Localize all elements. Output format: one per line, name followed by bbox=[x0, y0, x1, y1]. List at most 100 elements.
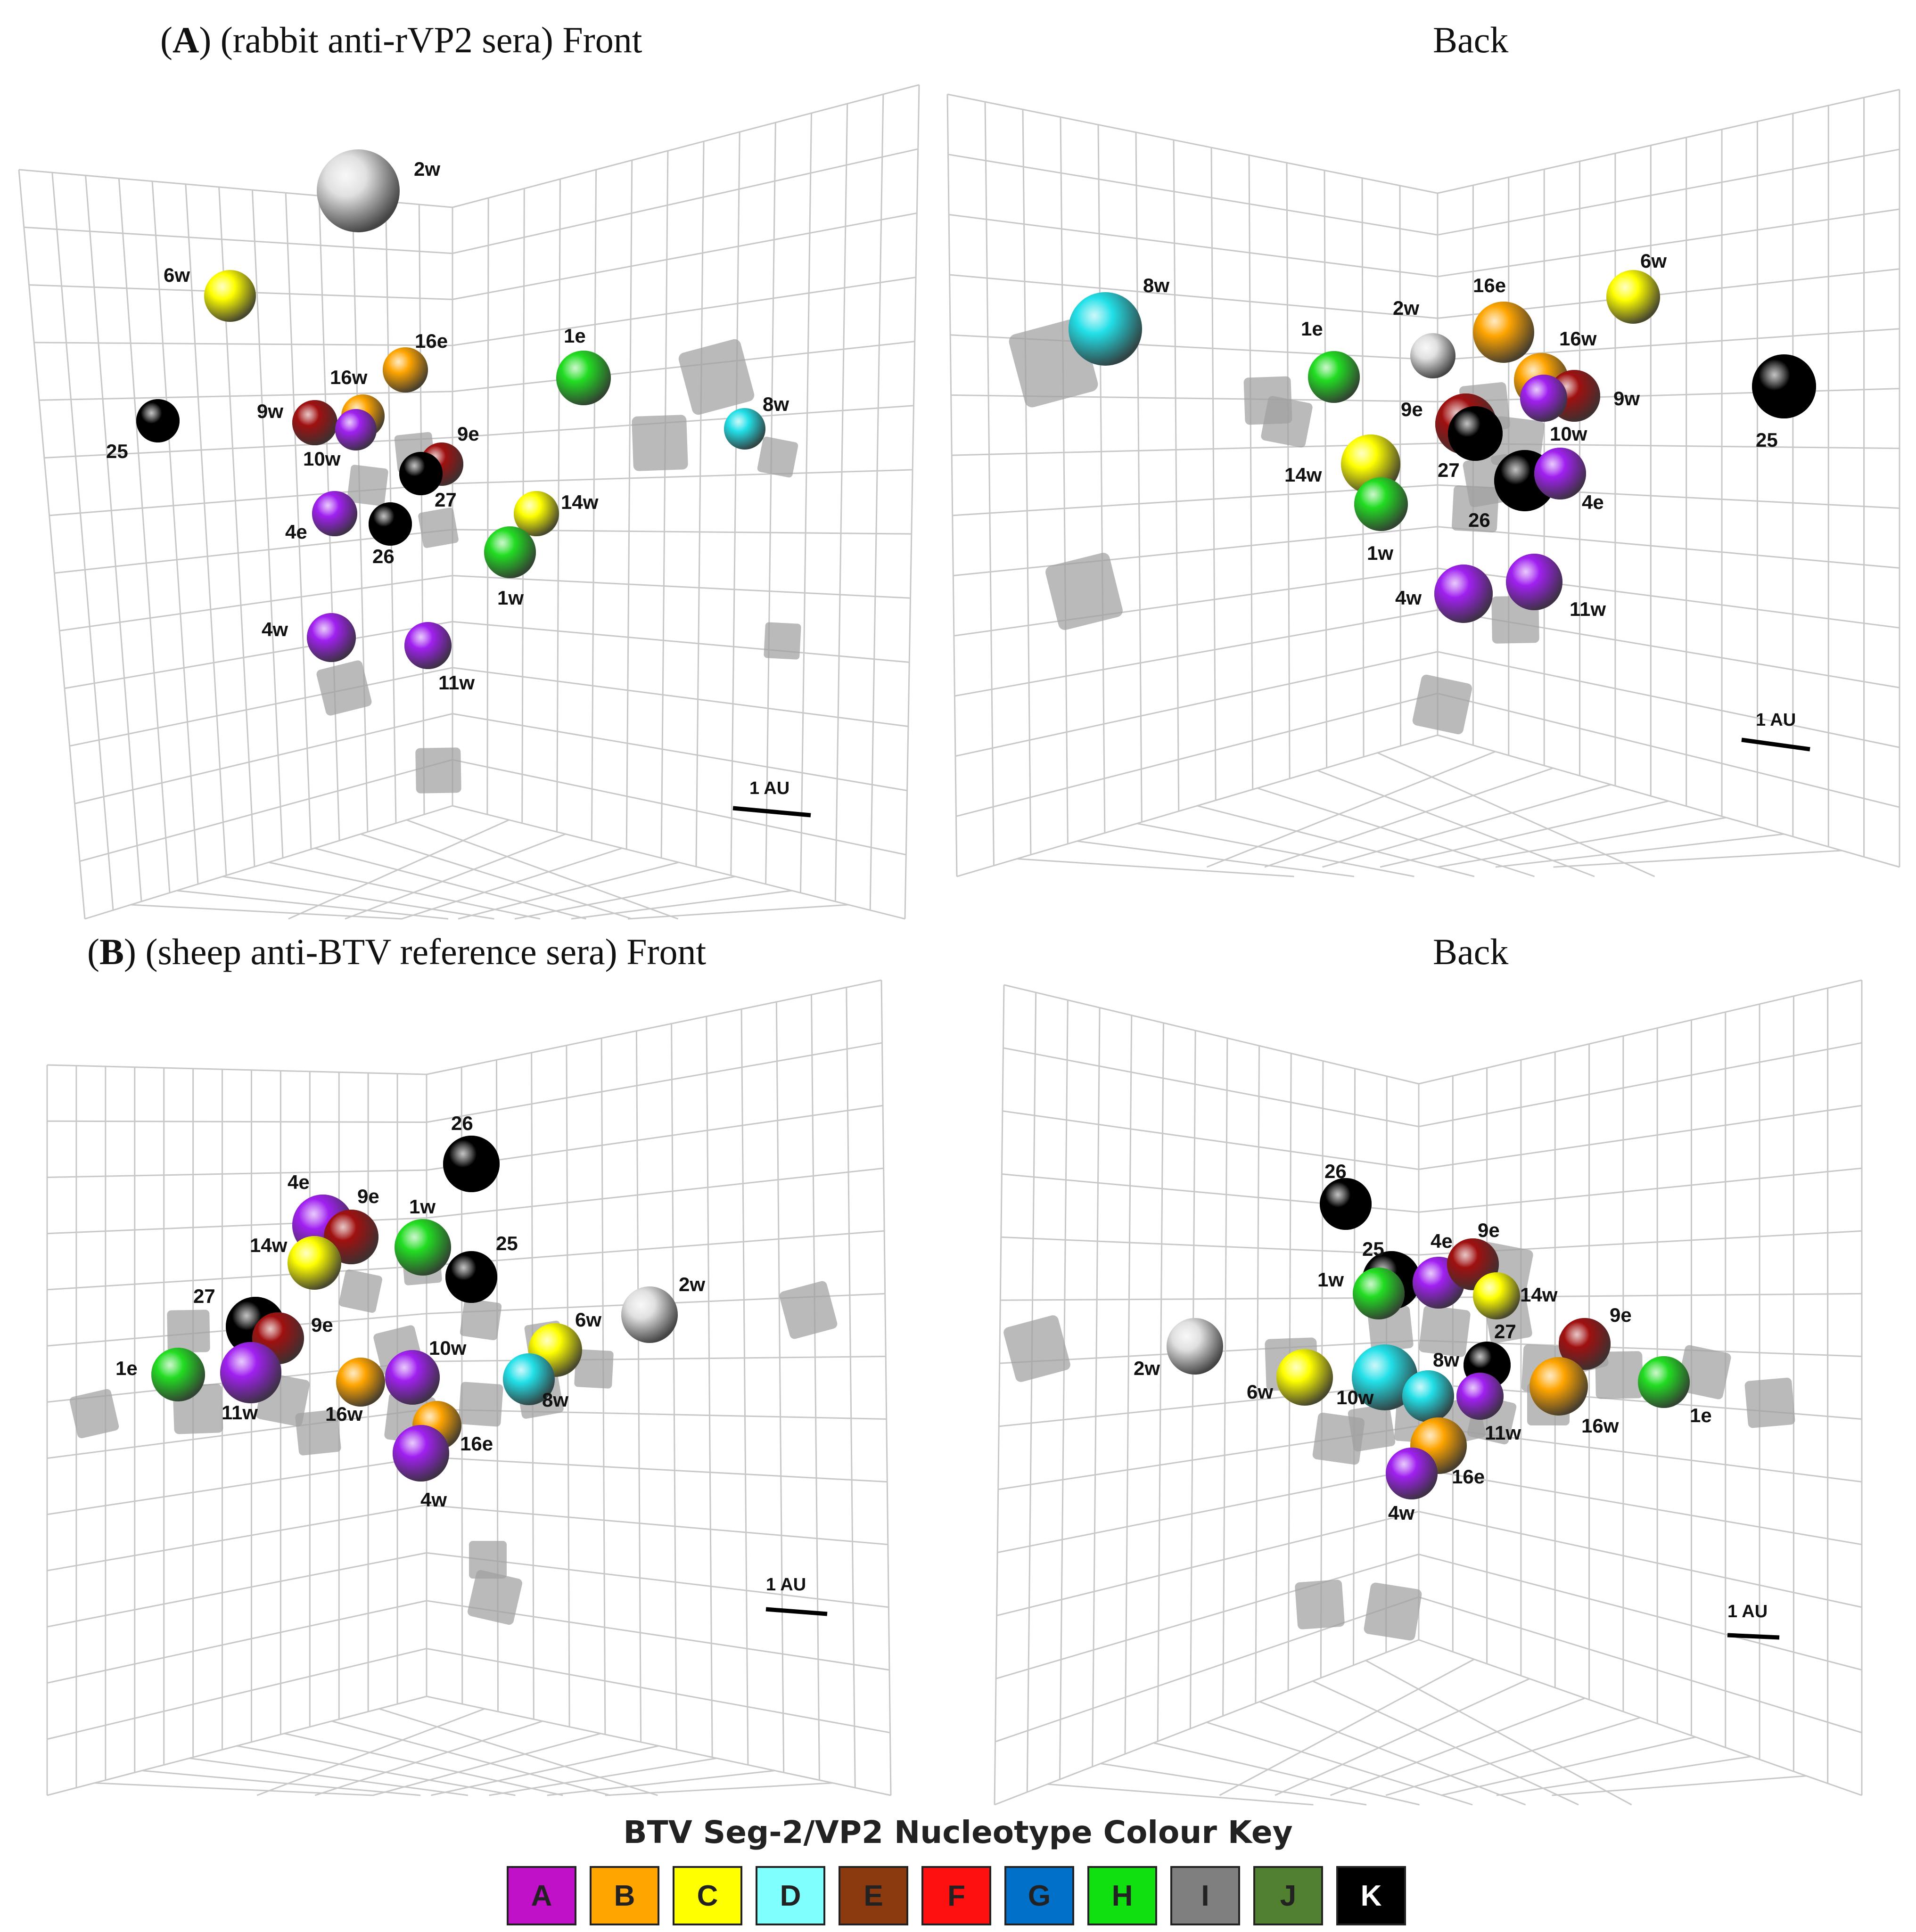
sphere-label: 9w bbox=[1613, 387, 1640, 409]
sphere-label: 8w bbox=[1143, 274, 1169, 296]
sphere-label: 2w bbox=[679, 1273, 705, 1295]
sphere-shading bbox=[1473, 302, 1534, 363]
sphere-shading bbox=[220, 1342, 281, 1403]
scale-label: 1 AU bbox=[1756, 710, 1796, 730]
reference-serum-cube bbox=[574, 1349, 614, 1389]
key-swatch-j: J bbox=[1253, 1866, 1323, 1925]
sphere-label: 1w bbox=[497, 587, 524, 609]
sphere-label: 16e bbox=[1473, 274, 1506, 296]
sphere-shading bbox=[1353, 1268, 1405, 1319]
sphere-shading bbox=[1506, 554, 1562, 610]
sphere-shading bbox=[1354, 477, 1408, 531]
reference-serum-cube bbox=[1261, 396, 1313, 448]
sphere-label: 8w bbox=[1433, 1349, 1459, 1371]
sphere-label: 25 bbox=[496, 1232, 518, 1254]
sphere-label: 9e bbox=[1610, 1304, 1632, 1326]
sphere-shading bbox=[1473, 1272, 1520, 1319]
sphere-shading bbox=[1448, 406, 1503, 461]
sphere-shading bbox=[317, 149, 400, 232]
key-swatch-c: C bbox=[673, 1866, 742, 1925]
sphere-label: 1e bbox=[1301, 318, 1323, 340]
panel-title-text: Back bbox=[1433, 931, 1509, 972]
sphere-label: 16w bbox=[1559, 327, 1597, 350]
key-swatch-e: E bbox=[839, 1866, 908, 1925]
reference-serum-cube bbox=[458, 1382, 503, 1427]
sphere-label: 25 bbox=[1362, 1238, 1384, 1260]
scale-label: 1 AU bbox=[766, 1575, 806, 1595]
sphere-shading bbox=[404, 622, 452, 669]
sphere-shading bbox=[312, 491, 357, 536]
reference-serum-cube bbox=[1295, 1580, 1345, 1629]
reference-serum-cube bbox=[1412, 674, 1472, 735]
sphere-label: 4w bbox=[420, 1489, 447, 1511]
sphere-label: 27 bbox=[193, 1285, 215, 1307]
reference-serum-cube bbox=[1003, 1315, 1070, 1382]
key-swatch-a: A bbox=[507, 1866, 576, 1925]
sphere-shading bbox=[1308, 351, 1360, 403]
sphere-label: 25 bbox=[106, 440, 128, 462]
sphere-shading bbox=[1606, 270, 1660, 324]
reference-serum-cube bbox=[764, 622, 801, 660]
sphere-label: 16e bbox=[460, 1433, 493, 1455]
sphere-label: 11w bbox=[1485, 1422, 1521, 1444]
reference-serum-cube bbox=[347, 465, 388, 506]
panel-title-text: ) (rabbit anti-rVP2 sera) Front bbox=[199, 19, 642, 60]
panel-b-front-title: (B) (sheep anti-BTV reference sera) Fron… bbox=[87, 931, 707, 972]
sphere-label: 26 bbox=[372, 545, 395, 567]
panel-title-text: ) (sheep anti-BTV reference sera) Front bbox=[124, 931, 707, 972]
sphere-shading bbox=[724, 408, 765, 450]
reference-serum-cube bbox=[632, 415, 688, 471]
sphere-label: 14w bbox=[561, 491, 599, 513]
reference-serum-cube bbox=[69, 1389, 119, 1439]
grid bbox=[18, 84, 920, 920]
reference-serum-cube bbox=[415, 747, 461, 794]
sphere-shading bbox=[383, 347, 428, 393]
sphere-label: 26 bbox=[1324, 1160, 1347, 1182]
sphere-label: 4e bbox=[1431, 1230, 1453, 1252]
sphere-label: 16e bbox=[415, 330, 448, 352]
sphere-label: 16e bbox=[1452, 1465, 1485, 1488]
sphere-shading bbox=[1530, 1357, 1588, 1416]
sphere-label: 11w bbox=[438, 671, 475, 694]
sphere-shading bbox=[1559, 1318, 1611, 1370]
sphere-label: 4w bbox=[262, 618, 288, 640]
sphere-label: 11w bbox=[222, 1401, 258, 1424]
sphere-shading bbox=[393, 1425, 449, 1482]
sphere-label: 9e bbox=[357, 1185, 379, 1207]
panel-title-text: Back bbox=[1433, 19, 1509, 60]
reference-serum-cube bbox=[418, 508, 459, 548]
sphere-label: 1e bbox=[1690, 1404, 1712, 1426]
key-swatch-b: B bbox=[590, 1866, 659, 1925]
sphere-label: 10w bbox=[1550, 423, 1587, 445]
sphere-shading bbox=[1410, 333, 1456, 378]
reference-serum-cube bbox=[295, 1409, 341, 1456]
panel-a-back-plot: 8w 6w 16e 2w 1e 16w 9w 25 9e 10w 27 14w 26 4e 1w 4w 11w 1… bbox=[938, 75, 1909, 933]
sphere-label: 2w bbox=[1134, 1357, 1160, 1379]
scale-bar bbox=[765, 1607, 828, 1616]
sphere-shading bbox=[288, 1236, 341, 1290]
sphere-label: 2w bbox=[414, 158, 440, 180]
sphere-shading bbox=[1434, 565, 1493, 623]
sphere-shading bbox=[1752, 354, 1816, 418]
sphere-label: 9w bbox=[257, 400, 283, 422]
scale-label: 1 AU bbox=[749, 778, 789, 798]
sphere-shading bbox=[445, 1251, 497, 1303]
sphere-shading bbox=[336, 1358, 385, 1407]
reference-serum-cube bbox=[757, 436, 798, 478]
sphere-label: 2w bbox=[1393, 297, 1419, 319]
sphere-label: 14w bbox=[1520, 1284, 1558, 1306]
sphere-shading bbox=[385, 1350, 440, 1405]
sphere-label: 8w bbox=[763, 393, 789, 415]
reference-serum-cube bbox=[469, 1541, 507, 1579]
sphere-shading bbox=[1402, 1370, 1454, 1422]
sphere-label: 8w bbox=[542, 1389, 568, 1411]
sphere-shading bbox=[1638, 1356, 1690, 1408]
plot-svg: 26 4e 9e 14w 1w 25 2w 6w 27 9e 1e 10w 8w 11w 16w 16e 4w 1… bbox=[46, 979, 892, 1796]
sphere-label: 10w bbox=[1336, 1386, 1374, 1408]
sphere-shading bbox=[307, 613, 356, 662]
sphere-label: 27 bbox=[435, 489, 457, 511]
reference-serum-cube bbox=[1677, 1345, 1731, 1400]
sphere-label: 4w bbox=[1388, 1502, 1414, 1524]
reference-serum-cube bbox=[316, 660, 372, 716]
